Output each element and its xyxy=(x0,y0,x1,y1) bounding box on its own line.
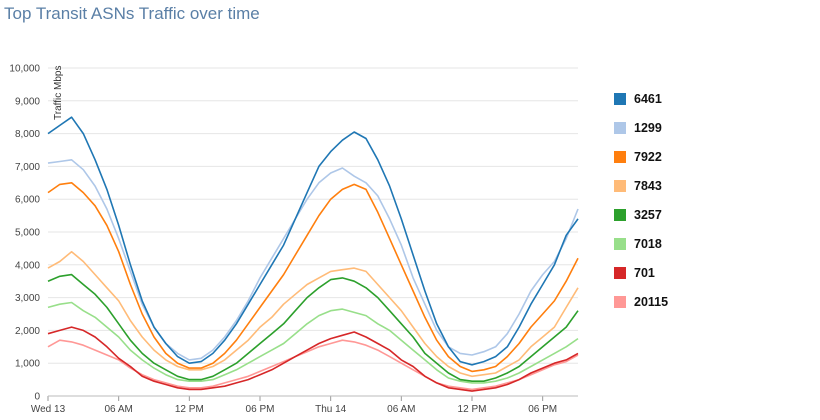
y-axis-label: Traffic Mbps xyxy=(53,66,64,120)
legend-swatch xyxy=(614,237,626,250)
series-line-1299 xyxy=(47,159,579,361)
x-tick-label: 12 PM xyxy=(458,404,487,415)
x-tick-label: 06 PM xyxy=(528,404,557,415)
legend-swatch xyxy=(614,208,626,221)
legend-item: 7922 xyxy=(614,142,668,171)
chart-title: Top Transit ASNs Traffic over time xyxy=(4,4,260,23)
legend-label: 7922 xyxy=(634,149,662,164)
y-tick-label: 7,000 xyxy=(15,162,40,173)
legend-swatch xyxy=(614,121,626,134)
chart-legend: 6461 1299 7922 7843 3257 7018 701 20115 xyxy=(614,84,668,316)
legend-item: 6461 xyxy=(614,84,668,113)
series-line-7922 xyxy=(47,182,579,373)
legend-item: 20115 xyxy=(614,287,668,316)
legend-swatch xyxy=(614,295,626,308)
x-tick-label: 06 AM xyxy=(387,404,415,415)
y-tick-label: 5,000 xyxy=(15,228,40,239)
y-tick-label: 0 xyxy=(34,392,40,403)
series-line-3257 xyxy=(47,273,579,382)
legend-label: 20115 xyxy=(634,294,669,309)
legend-item: 7843 xyxy=(614,171,668,200)
x-tick-label: Thu 14 xyxy=(315,404,347,415)
legend-label: 7018 xyxy=(634,236,662,251)
y-tick-label: 6,000 xyxy=(15,195,40,206)
y-tick-label: 10,000 xyxy=(9,64,40,75)
y-tick-label: 9,000 xyxy=(15,96,40,107)
legend-swatch xyxy=(614,92,626,105)
x-tick-label: 06 PM xyxy=(246,404,275,415)
legend-label: 701 xyxy=(634,265,655,280)
legend-swatch xyxy=(614,150,626,163)
legend-label: 7843 xyxy=(634,178,662,193)
legend-swatch xyxy=(614,179,626,192)
legend-item: 3257 xyxy=(614,200,668,229)
y-tick-label: 8,000 xyxy=(15,129,40,140)
legend-item: 1299 xyxy=(614,113,668,142)
series-line-7018 xyxy=(47,301,579,384)
legend-label: 6461 xyxy=(634,91,662,106)
legend-swatch xyxy=(614,266,626,279)
y-tick-label: 3,000 xyxy=(15,293,40,304)
x-tick-label: Wed 13 xyxy=(31,404,66,415)
y-tick-label: 4,000 xyxy=(15,260,40,271)
series-line-6461 xyxy=(47,116,579,366)
legend-item: 701 xyxy=(614,258,668,287)
y-tick-label: 1,000 xyxy=(15,359,40,370)
y-tick-label: 2,000 xyxy=(15,326,40,337)
legend-item: 7018 xyxy=(614,229,668,258)
series-line-7843 xyxy=(47,250,579,378)
x-tick-label: 06 AM xyxy=(104,404,132,415)
series-line-701 xyxy=(47,326,579,392)
legend-label: 1299 xyxy=(634,120,662,135)
x-tick-label: 12 PM xyxy=(175,404,204,415)
legend-label: 3257 xyxy=(634,207,662,222)
